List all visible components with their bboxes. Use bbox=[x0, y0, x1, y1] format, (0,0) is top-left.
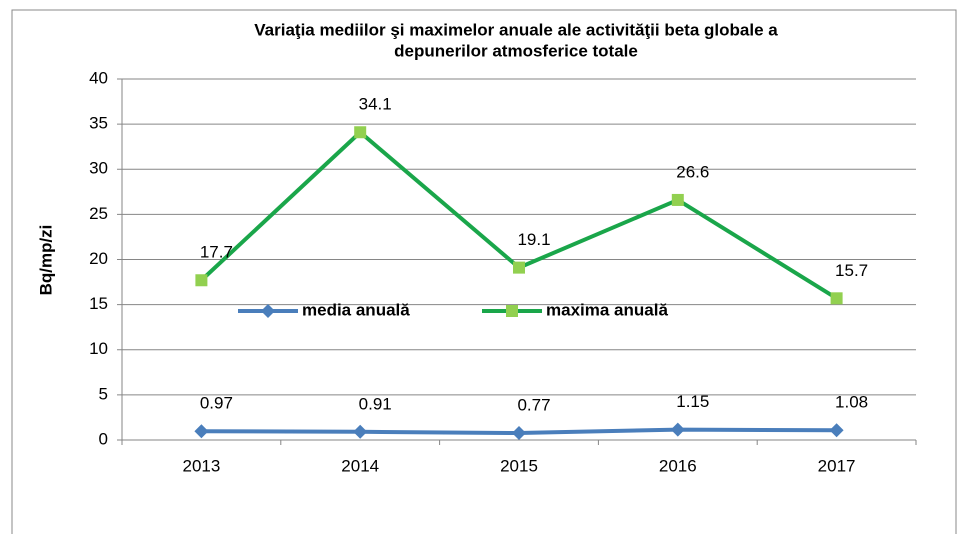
data-label: 1.15 bbox=[676, 392, 709, 411]
data-label: 15.7 bbox=[835, 261, 868, 280]
data-label: 17.7 bbox=[200, 243, 233, 262]
marker bbox=[354, 126, 367, 139]
y-tick-label: 35 bbox=[89, 114, 108, 133]
marker bbox=[353, 424, 368, 439]
data-label: 26.6 bbox=[676, 162, 709, 181]
y-axis-label: Bq/mp/zi bbox=[36, 225, 55, 296]
marker bbox=[194, 424, 209, 439]
data-label: 19.1 bbox=[517, 230, 550, 249]
marker bbox=[261, 304, 275, 318]
marker bbox=[506, 305, 518, 317]
marker bbox=[513, 261, 525, 274]
x-tick-label: 2015 bbox=[500, 456, 538, 475]
data-label: 34.1 bbox=[359, 95, 392, 114]
y-tick-label: 20 bbox=[89, 249, 108, 268]
data-label: 0.77 bbox=[517, 396, 550, 415]
x-tick-label: 2016 bbox=[659, 456, 697, 475]
marker bbox=[830, 292, 843, 305]
y-tick-label: 10 bbox=[89, 339, 108, 358]
y-tick-label: 15 bbox=[89, 294, 108, 313]
data-label: 0.97 bbox=[200, 394, 233, 413]
data-label: 0.91 bbox=[359, 394, 392, 413]
chart-title: Variaţia mediilor şi maximelor anuale al… bbox=[254, 20, 778, 39]
y-tick-label: 25 bbox=[89, 204, 108, 223]
marker bbox=[829, 423, 844, 438]
y-tick-label: 40 bbox=[89, 68, 108, 87]
x-tick-label: 2017 bbox=[818, 456, 856, 475]
y-tick-label: 0 bbox=[99, 429, 108, 448]
x-tick-label: 2013 bbox=[182, 456, 220, 475]
chart-title: depunerilor atmosferice totale bbox=[394, 41, 638, 60]
legend-label: maxima anuală bbox=[546, 300, 668, 319]
legend-label: media anuală bbox=[302, 300, 410, 319]
marker bbox=[671, 193, 684, 206]
data-label: 1.08 bbox=[835, 393, 868, 412]
marker bbox=[670, 422, 685, 437]
marker bbox=[195, 274, 208, 287]
marker bbox=[512, 426, 526, 441]
x-tick-label: 2014 bbox=[341, 456, 379, 475]
y-tick-label: 5 bbox=[99, 384, 108, 403]
y-tick-label: 30 bbox=[89, 159, 108, 178]
chart-frame bbox=[11, 9, 957, 534]
